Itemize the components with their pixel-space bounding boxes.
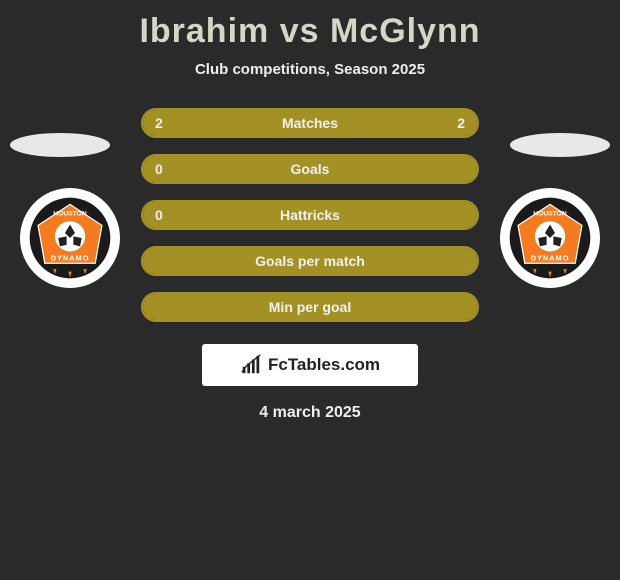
stat-row-goals-per-match: Goals per match — [141, 246, 479, 276]
stat-row-hattricks: 0 Hattricks — [141, 200, 479, 230]
stat-label: Matches — [143, 110, 477, 136]
stat-row-matches: 2 Matches 2 — [141, 108, 479, 138]
player-oval-right — [510, 133, 610, 157]
bar-chart-icon — [240, 354, 262, 376]
svg-text:DYNAMO: DYNAMO — [531, 254, 570, 263]
stats-container: 2 Matches 2 0 Goals 0 Hattricks Goals pe… — [141, 108, 479, 322]
date-label: 4 march 2025 — [0, 404, 620, 422]
branding-text: FcTables.com — [268, 355, 380, 375]
stat-value-right — [453, 294, 477, 320]
dynamo-badge-icon: HOUSTON DYNAMO — [508, 196, 592, 280]
page-title: Ibrahim vs McGlynn — [0, 0, 620, 51]
stat-value-right — [453, 202, 477, 228]
svg-text:DYNAMO: DYNAMO — [51, 254, 90, 263]
dynamo-badge-icon: HOUSTON DYNAMO — [28, 196, 112, 280]
club-badge-left: HOUSTON DYNAMO — [20, 188, 120, 288]
player-oval-left — [10, 133, 110, 157]
stat-label: Goals per match — [143, 248, 477, 274]
stat-value-right — [453, 248, 477, 274]
stat-label: Hattricks — [143, 202, 477, 228]
branding-badge: FcTables.com — [202, 344, 418, 386]
club-badge-right: HOUSTON DYNAMO — [500, 188, 600, 288]
stat-value-right: 2 — [445, 110, 477, 136]
stat-value-right — [453, 156, 477, 182]
subtitle: Club competitions, Season 2025 — [0, 61, 620, 78]
stat-label: Goals — [143, 156, 477, 182]
svg-text:HOUSTON: HOUSTON — [53, 210, 87, 217]
comparison-content: HOUSTON DYNAMO HOUSTON DYNAMO 2 Matche — [0, 108, 620, 422]
stat-row-min-per-goal: Min per goal — [141, 292, 479, 322]
stat-label: Min per goal — [143, 294, 477, 320]
stat-row-goals: 0 Goals — [141, 154, 479, 184]
svg-text:HOUSTON: HOUSTON — [533, 210, 567, 217]
